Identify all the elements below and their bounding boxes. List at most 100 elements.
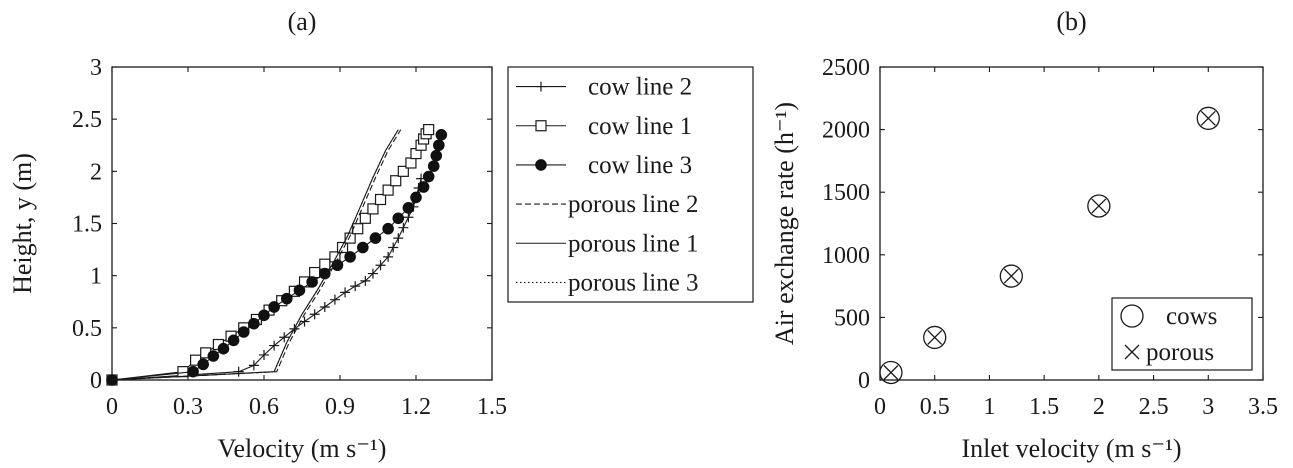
legend-box	[507, 66, 754, 303]
data-point	[352, 223, 364, 235]
legend-marker	[1124, 344, 1140, 360]
data-point	[217, 342, 230, 355]
x-tick-label: 0.9	[325, 394, 355, 420]
data-point	[397, 165, 409, 177]
data-point	[382, 222, 394, 235]
data-point	[233, 366, 244, 377]
data-point	[197, 358, 209, 371]
x-tick-label: 2.5	[1139, 394, 1169, 420]
x-tick-label: 1.5	[1029, 394, 1059, 420]
legend-b: cows porous	[1111, 297, 1253, 371]
data-point	[390, 175, 402, 187]
legend-label: porous line 1	[568, 230, 699, 257]
y-axis-label: Height, y (m)	[8, 153, 37, 294]
data-point	[405, 157, 417, 169]
data-point	[374, 193, 387, 206]
legend-label: cows	[1166, 303, 1217, 330]
legend-marker	[535, 159, 547, 171]
data-point-cows	[1087, 194, 1111, 218]
data-point	[369, 232, 382, 244]
y-tick-label: 2500	[822, 55, 870, 81]
data-point-cows	[879, 360, 903, 385]
y-tick-label: 1.5	[72, 212, 102, 238]
data-point	[383, 251, 394, 262]
data-point	[187, 365, 199, 378]
chart-title: (b)	[1056, 7, 1086, 36]
data-point	[367, 203, 379, 215]
data-point	[422, 170, 435, 183]
data-point	[248, 317, 260, 330]
data-point	[410, 191, 422, 204]
data-point	[259, 349, 269, 360]
series-line-porous-line-2	[111, 129, 402, 381]
legend-label: cow line 2	[588, 74, 692, 101]
y-tick-label: 0.5	[72, 316, 102, 342]
series-line-cow-line-1	[111, 129, 430, 381]
series-group	[879, 106, 1220, 385]
plot-frame	[879, 66, 1264, 381]
data-point	[227, 334, 240, 347]
y-tick-label: 0	[90, 368, 102, 394]
y-tick-label: 3	[90, 55, 102, 81]
data-point	[306, 276, 318, 288]
x-axis-label: Inlet velocity (m s⁻¹)	[961, 434, 1181, 463]
y-axis-label: Air exchange rate (h⁻¹)	[770, 102, 799, 345]
y-tick-label: 500	[834, 305, 870, 331]
x-tick-label: 0	[106, 394, 118, 420]
x-tick-label: 0.5	[920, 394, 950, 420]
data-point-porous	[1200, 110, 1216, 126]
y-tick-label: 0	[858, 368, 870, 394]
legend-marker	[535, 120, 547, 132]
y-tick-label: 1	[90, 264, 102, 290]
data-point	[357, 241, 369, 254]
data-point	[269, 340, 280, 351]
legend-box	[1111, 297, 1253, 371]
y-tick-label: 2	[90, 159, 102, 185]
data-point	[336, 241, 349, 254]
data-point	[329, 294, 340, 305]
data-point-porous	[927, 329, 943, 345]
data-point	[281, 292, 293, 305]
data-point-porous	[1091, 198, 1107, 214]
chart-a: (a) 0 0.3 0.6 0.9 1.2 1.5 0 0.5 1 1.5 2 2.5 3 Velocity…	[8, 7, 507, 463]
data-point	[403, 212, 414, 223]
data-point	[382, 184, 394, 196]
data-point-cows	[999, 264, 1023, 288]
series-line-porous-line-3	[111, 129, 399, 381]
data-point	[398, 222, 409, 233]
x-tick-label: 3	[1202, 394, 1214, 420]
legend-label: cow line 1	[588, 113, 692, 140]
data-point	[427, 160, 440, 172]
data-point	[309, 309, 320, 320]
y-tick-label: 2.5	[72, 107, 102, 133]
x-axis-label: Velocity (m s⁻¹)	[218, 434, 387, 463]
data-point	[207, 350, 220, 362]
data-point	[279, 332, 290, 343]
x-tick-label: 0	[874, 394, 886, 420]
data-point	[293, 284, 306, 297]
data-point-porous	[883, 365, 899, 380]
data-point	[319, 301, 330, 312]
data-point	[367, 268, 378, 279]
x-tick-label: 1.5	[477, 394, 507, 420]
x-tick-label: 1	[983, 394, 995, 420]
data-point	[375, 260, 386, 271]
data-point	[258, 309, 270, 322]
chart-title: (a)	[288, 7, 317, 36]
data-point	[430, 149, 443, 162]
x-tick-label: 1.2	[401, 394, 431, 420]
data-point	[319, 258, 331, 270]
data-point	[423, 123, 435, 136]
x-tick-label: 2	[1093, 394, 1105, 420]
data-point	[237, 326, 250, 338]
legend-a: cow line 2 cow line 1 cow line 3 porous lin…	[507, 66, 754, 303]
plot-frame	[111, 66, 493, 381]
legend-label: porous line 2	[568, 191, 699, 218]
y-tick-label: 1500	[822, 180, 870, 206]
data-point	[435, 129, 448, 141]
data-point	[393, 233, 404, 244]
data-point	[344, 232, 356, 244]
data-point	[388, 242, 399, 253]
data-point	[392, 212, 405, 225]
